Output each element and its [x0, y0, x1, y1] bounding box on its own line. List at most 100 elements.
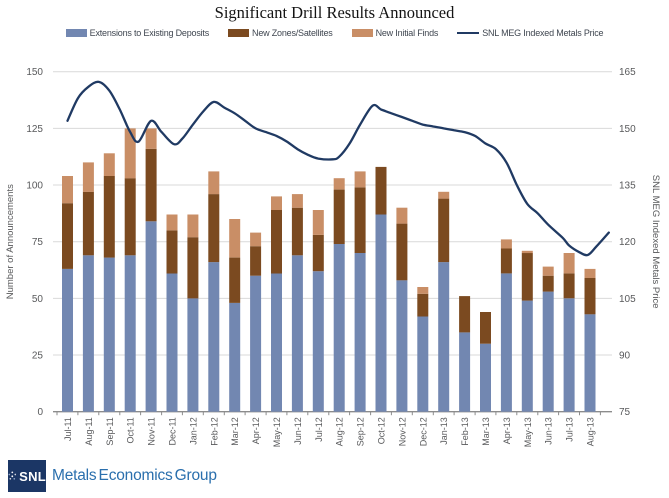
bar-segment-blue	[103, 257, 115, 412]
bar-segment-blue	[480, 343, 491, 412]
bar-segment-blue	[187, 298, 199, 412]
bar-segment-brown	[333, 189, 345, 244]
left-tick-label: 25	[32, 351, 44, 362]
left-axis-title: Number of Announcements	[5, 184, 16, 299]
bar-segment-tan	[250, 232, 262, 247]
bar-segment-brown	[271, 210, 282, 274]
bar-segment-brown	[563, 273, 575, 299]
bar-segment-tan	[521, 250, 533, 254]
x-tick-label: Mar-13	[481, 417, 491, 446]
x-tick-label: Feb-12	[209, 417, 219, 446]
bar-segment-blue	[250, 275, 262, 412]
bar-segment-brown	[166, 230, 178, 274]
bar-segment-blue	[375, 214, 387, 412]
legend: Extensions to Existing Deposits New Zones…	[0, 28, 669, 38]
x-tick-label: Jun-12	[293, 417, 303, 445]
bar-segment-brown	[542, 275, 554, 292]
bar-segment-brown	[229, 257, 241, 303]
right-tick-label: 105	[619, 294, 636, 305]
x-tick-label: Nov-11	[147, 417, 157, 445]
bar-segment-blue	[62, 268, 73, 412]
right-tick-label: 165	[619, 67, 636, 78]
x-tick-label: Jul-11	[63, 417, 73, 441]
right-tick-label: 90	[619, 351, 631, 362]
bar-segment-brown	[396, 223, 408, 281]
legend-item: New Zones/Satellites	[228, 28, 333, 38]
bar-segment-brown	[145, 148, 157, 222]
bar-segment-tan	[103, 153, 115, 176]
x-tick-label: Aug-13	[586, 417, 596, 446]
bar-segment-tan	[417, 287, 429, 294]
bar-segment-blue	[354, 253, 366, 412]
bar-segment-brown	[521, 253, 533, 301]
x-tick-label: Dec-11	[168, 417, 178, 445]
bar-segment-tan	[166, 214, 178, 231]
bar-segment-blue	[459, 332, 471, 412]
bar-segment-blue	[166, 273, 178, 412]
bar-segment-brown	[354, 187, 366, 253]
chart-canvas: 150 125 100 75 50 25 0 165 150 135 120 105 90 75 Jul-1…	[5, 67, 661, 447]
bar-segment-brown	[187, 237, 199, 299]
legend-label: SNL MEG Indexed Metals Price	[482, 28, 604, 38]
x-tick-label: Feb-13	[460, 417, 470, 446]
x-tick-label: Oct-11	[126, 417, 136, 443]
left-tick-label: 0	[37, 407, 43, 418]
bar-segment-tan	[333, 178, 345, 190]
bar-segment-blue	[521, 300, 533, 412]
bar-segment-tan	[500, 239, 512, 249]
right-tick-label: 120	[619, 237, 636, 248]
x-tick-label: Aug-11	[84, 417, 94, 445]
snl-logo-text: SNL	[19, 468, 46, 484]
bar-segment-blue	[145, 221, 157, 412]
bar-segment-tan	[62, 176, 73, 204]
x-tick-label: Nov-12	[397, 417, 407, 446]
bar-segment-tan	[208, 171, 220, 195]
bar-segment-blue	[563, 298, 575, 412]
right-tick-label: 75	[619, 407, 631, 418]
bar-segment-brown	[438, 198, 450, 263]
legend-item: Extensions to Existing Deposits	[65, 28, 210, 38]
bar-segment-brown	[124, 178, 136, 256]
bar-segment-tan	[145, 128, 157, 149]
bar-segment-blue	[396, 280, 408, 412]
x-tick-label: Mar-12	[230, 417, 240, 446]
bar-segment-tan	[82, 162, 94, 192]
x-tick-label: Dec-12	[418, 417, 428, 446]
bar-segment-tan	[187, 214, 199, 238]
bar-segment-blue	[312, 271, 324, 412]
bar-segment-brown	[417, 293, 429, 317]
legend-label: New Initial Finds	[375, 28, 439, 38]
bar-segment-blue	[500, 273, 512, 412]
legend-item: New Initial Finds	[351, 28, 439, 38]
bar-segment-tan	[271, 196, 282, 210]
blue-swatch-icon	[65, 29, 87, 37]
bar-segment-brown	[480, 312, 491, 344]
bar-segment-tan	[312, 210, 324, 235]
bar-segment-blue	[417, 316, 429, 412]
snl-dots-icon	[8, 471, 17, 480]
bar-segment-blue	[82, 255, 94, 412]
bar-segment-tan	[291, 194, 303, 208]
bar-segment-tan	[229, 219, 241, 258]
bar-segment-brown	[82, 191, 94, 256]
bar-segment-blue	[271, 273, 282, 412]
bar-segment-blue	[438, 262, 450, 412]
bar-segment-tan	[396, 207, 408, 224]
left-tick-label: 150	[26, 67, 43, 78]
bar-segment-brown	[584, 278, 596, 315]
bar-segment-brown	[375, 166, 387, 215]
bar-segment-blue	[124, 255, 136, 412]
x-tick-label: Sep-12	[356, 417, 366, 446]
legend-label: Extensions to Existing Deposits	[89, 28, 210, 38]
bar-segment-tan	[124, 128, 136, 179]
bar-segment-tan	[542, 266, 554, 276]
line-swatch-icon	[457, 32, 480, 34]
bar-segment-blue	[229, 302, 241, 412]
snl-logo: SNL	[8, 460, 46, 492]
bar-segment-blue	[584, 314, 596, 412]
x-tick-label: Apr-13	[502, 417, 512, 444]
x-tick-label: Oct-12	[377, 417, 387, 444]
left-tick-label: 75	[32, 237, 44, 248]
x-tick-label: Aug-12	[335, 417, 345, 446]
footer-logo: SNL Metals Economics Group	[8, 460, 217, 492]
